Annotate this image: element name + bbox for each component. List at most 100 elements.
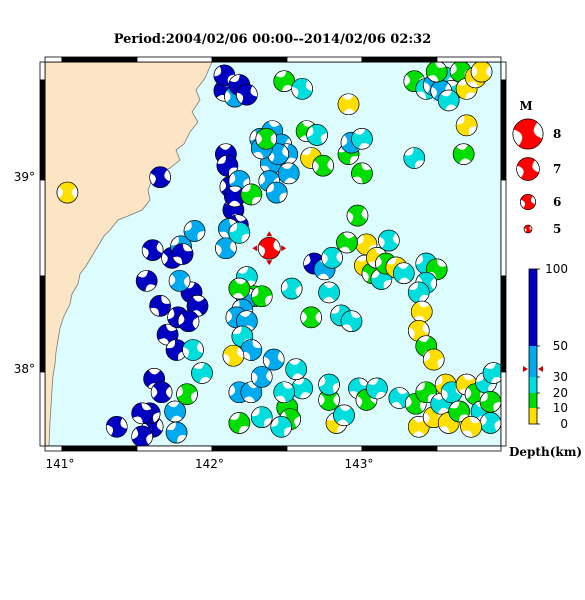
legend-magnitude-symbol [523, 224, 533, 234]
focal-mechanism [105, 415, 128, 438]
focal-mechanism [255, 128, 278, 150]
main-event-marker [266, 260, 273, 266]
x-tick-label: 142° [195, 457, 224, 471]
focal-mechanism [346, 204, 369, 227]
focal-mechanism [337, 93, 360, 116]
focal-mechanism [318, 389, 340, 411]
focal-mechanism [215, 237, 237, 260]
legend-magnitude-label: 8 [553, 127, 561, 141]
focal-mechanism [131, 402, 153, 425]
focal-mechanism [280, 277, 303, 300]
focal-mechanism [265, 181, 288, 204]
focal-mechanism [452, 143, 475, 165]
frame-segment [500, 179, 507, 277]
legend-magnitude-symbol [512, 118, 544, 150]
focal-mechanism [135, 270, 158, 292]
focal-mechanism [425, 62, 448, 83]
frame-segment [436, 56, 502, 63]
map-area [45, 62, 501, 446]
focal-mechanism [300, 306, 322, 329]
frame-segment [286, 56, 363, 63]
axis-ticks: 141° 142° 143° 39° 38° [14, 170, 374, 471]
focal-mechanism [168, 270, 191, 292]
depth-tick-label: 30 [553, 370, 568, 384]
legend-magnitude-label: 7 [553, 162, 561, 176]
focal-mechanism [150, 381, 173, 404]
frame-segment [136, 445, 213, 452]
focal-mechanism [366, 377, 388, 400]
focal-mechanism [318, 281, 340, 304]
frame-segment [44, 445, 63, 452]
frame-segment [136, 56, 213, 63]
focal-mechanism [336, 231, 358, 254]
legend-magnitude-label: 6 [553, 195, 561, 209]
focal-mechanism [141, 239, 164, 261]
depth-tick-label: 0 [560, 417, 568, 431]
depth-band [529, 346, 537, 377]
events-layer [56, 62, 501, 446]
depth-band [529, 408, 537, 424]
frame-segment [61, 56, 138, 63]
focal-mechanism [455, 114, 478, 137]
focal-mechanism [250, 366, 273, 388]
frame-segment [39, 79, 46, 181]
depth-band [529, 377, 537, 393]
focal-mechanism [222, 344, 245, 367]
x-tick-label: 141° [45, 457, 74, 471]
main-event-marker [266, 231, 273, 237]
focal-mechanism [479, 391, 501, 413]
focal-mechanism [306, 124, 328, 146]
focal-mechanism [460, 415, 482, 438]
focal-mechanism [410, 300, 433, 323]
main-event-marker [252, 245, 258, 252]
depth-band [529, 269, 537, 346]
legend-title: M [519, 99, 532, 113]
frame-scale-bars [39, 56, 507, 452]
focal-mechanism [191, 362, 213, 384]
focal-mechanism [176, 383, 198, 405]
focal-mechanism [250, 285, 273, 308]
focal-mechanism [182, 339, 204, 361]
depth-band [529, 393, 537, 408]
focal-mechanism [224, 185, 246, 208]
focal-mechanism [131, 425, 153, 446]
focal-mechanism [270, 415, 293, 438]
main-event [252, 231, 287, 266]
focal-mechanism [149, 166, 171, 188]
frame-segment [500, 275, 507, 373]
focal-mechanism [273, 70, 296, 92]
focal-mechanism [240, 183, 263, 206]
focal-mechanism [228, 412, 251, 434]
focal-mechanism [403, 147, 426, 169]
depth-marker [523, 366, 528, 372]
depth-colorbar-frame [528, 268, 538, 425]
depth-tick-label: 10 [553, 401, 568, 415]
focal-mechanism [250, 406, 273, 429]
depth-tick-label: 50 [553, 339, 568, 353]
legend-magnitude-symbol [519, 194, 536, 211]
focal-mechanism [165, 421, 188, 444]
focal-mechanism [407, 281, 430, 304]
depth-marker [538, 366, 543, 372]
focal-mechanism [388, 387, 411, 409]
frame-segment [39, 179, 46, 277]
main-event-marker [281, 245, 287, 252]
focal-mechanism [149, 295, 171, 317]
focal-mechanism [437, 89, 460, 112]
focal-mechanism [216, 154, 239, 177]
focal-mechanism [56, 181, 79, 204]
y-tick-label: 38° [14, 362, 35, 376]
focal-mechanism [318, 373, 340, 396]
focal-mechanism [186, 295, 209, 317]
frame-segment [211, 445, 288, 452]
focal-mechanism [291, 78, 313, 100]
focal-mechanism [240, 381, 263, 404]
focal-mechanism [448, 400, 470, 423]
frame-segment [44, 56, 63, 63]
focal-mechanism [267, 143, 290, 165]
focal-mechanism [351, 162, 373, 185]
depth-tick-label: 100 [545, 262, 568, 276]
focal-mechanism [415, 381, 438, 404]
